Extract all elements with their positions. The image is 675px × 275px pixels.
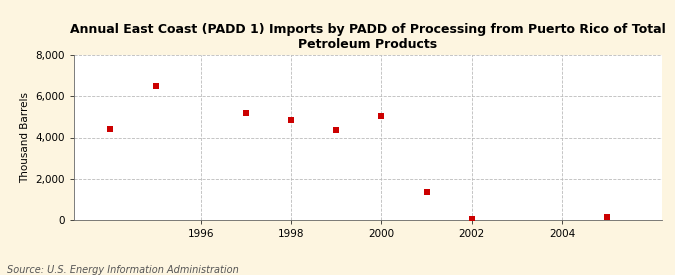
Point bbox=[331, 128, 342, 133]
Point bbox=[105, 127, 116, 131]
Point bbox=[240, 111, 251, 115]
Point bbox=[376, 114, 387, 118]
Point bbox=[421, 189, 432, 194]
Point bbox=[602, 215, 613, 219]
Point bbox=[150, 84, 161, 88]
Y-axis label: Thousand Barrels: Thousand Barrels bbox=[20, 92, 30, 183]
Point bbox=[286, 118, 296, 122]
Text: Source: U.S. Energy Information Administration: Source: U.S. Energy Information Administ… bbox=[7, 265, 238, 275]
Point bbox=[466, 217, 477, 222]
Title: Annual East Coast (PADD 1) Imports by PADD of Processing from Puerto Rico of Tot: Annual East Coast (PADD 1) Imports by PA… bbox=[70, 23, 666, 51]
